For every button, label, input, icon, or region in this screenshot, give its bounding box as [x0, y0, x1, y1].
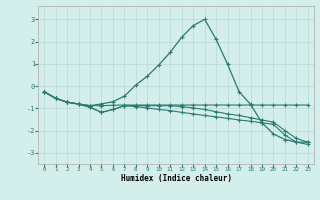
X-axis label: Humidex (Indice chaleur): Humidex (Indice chaleur) [121, 174, 231, 183]
